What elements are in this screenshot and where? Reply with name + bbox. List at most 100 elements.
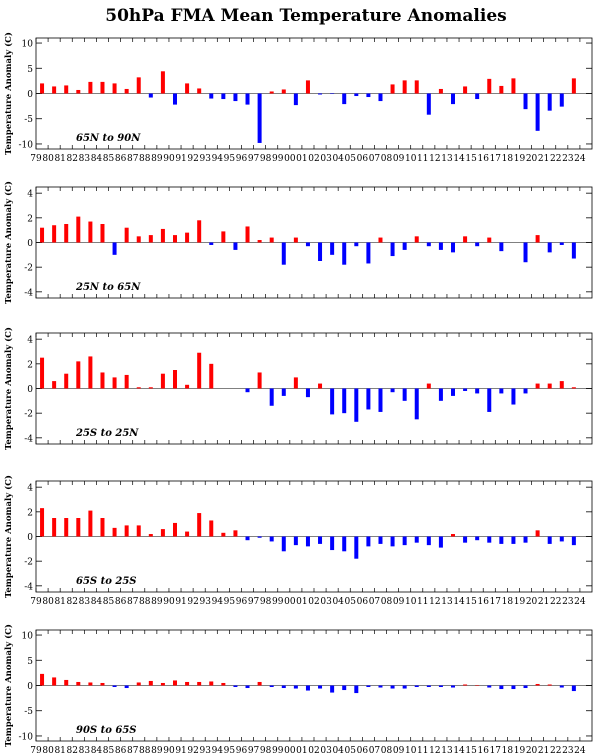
bar-82: [76, 89, 81, 94]
bar-85: [112, 242, 117, 255]
bar-14: [463, 536, 468, 543]
bar-00: [293, 685, 298, 689]
bar-23: [571, 536, 576, 546]
bar-10: [414, 80, 419, 94]
bar-83: [88, 682, 93, 686]
bar-20: [535, 93, 540, 131]
bar-12: [438, 536, 443, 548]
xtick-label: 91: [175, 597, 186, 607]
xtick-label: 16: [477, 154, 489, 164]
bar-19: [523, 93, 528, 110]
bar-11: [426, 383, 431, 389]
xtick-label: 21: [538, 746, 549, 756]
bar-99: [281, 242, 286, 265]
xtick-label: 87: [127, 154, 139, 164]
ytick-label: 0: [27, 90, 33, 100]
bar-95: [233, 530, 238, 537]
ytick-label: 4: [27, 484, 33, 494]
bar-81: [64, 518, 69, 537]
bar-95: [233, 242, 238, 250]
bar-90: [173, 680, 177, 686]
bar-92: [197, 681, 202, 686]
xtick-label: 93: [199, 746, 211, 756]
xtick-label: 89: [151, 746, 163, 756]
ytick-label: 10: [22, 40, 34, 50]
xtick-label: 15: [465, 154, 477, 164]
xtick-label: 13: [441, 746, 453, 756]
bar-20: [535, 235, 540, 243]
bar-23: [571, 387, 576, 389]
bar-02: [318, 383, 323, 389]
ylabel: Temperature Anomaly (C): [3, 181, 14, 304]
ytick-label: 10: [22, 632, 34, 642]
xtick-label: 81: [54, 746, 65, 756]
bar-80: [52, 518, 57, 537]
xtick-label: 81: [54, 597, 65, 607]
bar-08: [390, 84, 395, 94]
bar-21: [547, 93, 552, 111]
bar-87: [136, 387, 141, 389]
bar-98: [269, 536, 274, 542]
bar-83: [88, 221, 93, 243]
xtick-label: 12: [429, 597, 440, 607]
bar-82: [76, 681, 81, 686]
bar-81: [64, 224, 69, 243]
bar-88: [148, 235, 153, 243]
bar-04: [342, 536, 347, 552]
bar-97: [257, 372, 262, 389]
bar-93: [209, 93, 214, 99]
xtick-label: 97: [248, 746, 260, 756]
xtick-label: 22: [550, 746, 561, 756]
ytick-label: -2: [24, 558, 33, 568]
bar-02: [318, 242, 323, 261]
xtick-label: 92: [187, 154, 198, 164]
xtick-label: 79: [30, 154, 42, 164]
ytick-label: -2: [24, 264, 33, 274]
xtick-label: 04: [332, 746, 344, 756]
bar-05: [354, 388, 359, 422]
xtick-label: 21: [538, 154, 549, 164]
bar-22: [559, 381, 564, 389]
bar-86: [124, 685, 129, 689]
xtick-label: 24: [574, 597, 586, 607]
bar-87: [136, 236, 141, 243]
bar-11: [426, 685, 431, 688]
bar-02: [318, 93, 323, 95]
bar-21: [547, 536, 552, 544]
xtick-label: 06: [357, 597, 369, 607]
bar-09: [402, 80, 407, 94]
xtick-label: 14: [453, 746, 465, 756]
bar-19: [523, 242, 528, 263]
bar-14: [463, 86, 468, 94]
bar-79: [40, 673, 45, 686]
ytick-label: 0: [27, 385, 33, 395]
bar-82: [76, 361, 81, 389]
bar-19: [523, 388, 528, 394]
xtick-label: 83: [79, 597, 91, 607]
xtick-label: 21: [538, 597, 549, 607]
xtick-label: 18: [502, 746, 514, 756]
bar-88: [148, 387, 153, 389]
bar-85: [112, 685, 117, 688]
xtick-label: 11: [417, 597, 428, 607]
bar-95: [233, 685, 238, 688]
bar-00: [293, 536, 298, 546]
bar-18: [511, 536, 516, 544]
bar-01: [305, 388, 310, 398]
bar-04: [342, 242, 347, 265]
bar-91: [185, 232, 190, 243]
xtick-label: 19: [514, 597, 526, 607]
xtick-label: 16: [477, 746, 489, 756]
bar-99: [281, 388, 286, 396]
bar-94: [221, 231, 226, 243]
bar-09: [402, 242, 407, 250]
xtick-label: 04: [332, 154, 344, 164]
bar-88: [148, 93, 153, 98]
xtick-label: 04: [332, 597, 344, 607]
bar-91: [185, 384, 190, 389]
xtick-label: 05: [345, 597, 357, 607]
xtick-label: 86: [115, 154, 127, 164]
xtick-label: 95: [224, 154, 236, 164]
ytick-label: -4: [24, 582, 33, 592]
